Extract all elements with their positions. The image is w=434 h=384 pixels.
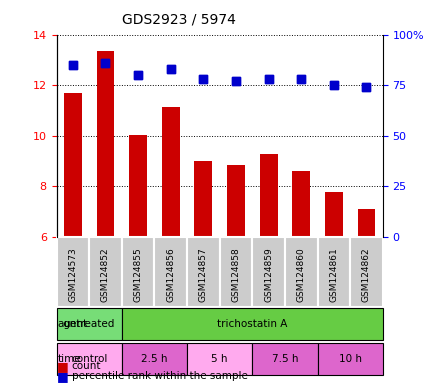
Point	[199, 76, 207, 82]
Text: 5 h: 5 h	[211, 354, 227, 364]
Point	[297, 76, 304, 82]
Text: GSM124855: GSM124855	[133, 248, 142, 302]
Point	[69, 62, 76, 68]
Bar	[292, 171, 309, 237]
Point	[167, 66, 174, 72]
Bar	[194, 161, 212, 237]
FancyBboxPatch shape	[187, 237, 219, 307]
Bar	[259, 154, 277, 237]
Text: agent: agent	[57, 319, 87, 329]
FancyBboxPatch shape	[122, 308, 382, 340]
Text: 7.5 h: 7.5 h	[271, 354, 297, 364]
Bar	[64, 93, 82, 237]
Point	[362, 84, 369, 90]
FancyBboxPatch shape	[252, 237, 284, 307]
Text: GSM124858: GSM124858	[231, 248, 240, 302]
FancyBboxPatch shape	[349, 237, 382, 307]
FancyBboxPatch shape	[317, 343, 382, 374]
Bar	[324, 192, 342, 237]
Point	[135, 72, 141, 78]
Text: untreated: untreated	[63, 319, 115, 329]
Point	[265, 76, 272, 82]
Text: GSM124857: GSM124857	[198, 248, 207, 302]
Text: GSM124859: GSM124859	[263, 248, 273, 302]
FancyBboxPatch shape	[317, 237, 349, 307]
FancyBboxPatch shape	[56, 237, 89, 307]
Text: 2.5 h: 2.5 h	[141, 354, 167, 364]
FancyBboxPatch shape	[56, 343, 122, 374]
Point	[69, 62, 76, 68]
Point	[232, 78, 239, 84]
Point	[362, 84, 369, 90]
Text: GSM124856: GSM124856	[166, 248, 175, 302]
Text: ■: ■	[56, 360, 68, 373]
FancyBboxPatch shape	[56, 308, 122, 340]
FancyBboxPatch shape	[89, 237, 122, 307]
FancyBboxPatch shape	[219, 237, 252, 307]
Bar	[161, 107, 179, 237]
FancyBboxPatch shape	[122, 343, 187, 374]
Text: GDS2923 / 5974: GDS2923 / 5974	[122, 13, 235, 27]
Text: trichostatin A: trichostatin A	[217, 319, 287, 329]
Point	[167, 66, 174, 72]
Point	[330, 82, 337, 88]
Text: GSM124861: GSM124861	[329, 248, 338, 302]
Point	[199, 76, 207, 82]
Point	[330, 82, 337, 88]
Bar	[357, 209, 375, 237]
Text: GSM124862: GSM124862	[361, 248, 370, 302]
FancyBboxPatch shape	[154, 237, 187, 307]
Text: time: time	[57, 354, 81, 364]
Text: ■: ■	[56, 370, 68, 383]
FancyBboxPatch shape	[122, 237, 154, 307]
Bar	[227, 165, 244, 237]
Bar	[96, 51, 114, 237]
Bar	[129, 134, 147, 237]
FancyBboxPatch shape	[284, 237, 317, 307]
Text: control: control	[71, 354, 107, 364]
Text: 10 h: 10 h	[338, 354, 361, 364]
Point	[135, 72, 141, 78]
Point	[102, 60, 108, 66]
Point	[265, 76, 272, 82]
Point	[232, 78, 239, 84]
Point	[102, 60, 108, 66]
FancyBboxPatch shape	[252, 343, 317, 374]
Text: GSM124573: GSM124573	[68, 248, 77, 302]
Text: percentile rank within the sample: percentile rank within the sample	[72, 371, 247, 381]
Text: GSM124852: GSM124852	[101, 248, 110, 302]
Text: count: count	[72, 361, 101, 371]
Text: GSM124860: GSM124860	[296, 248, 305, 302]
Point	[297, 76, 304, 82]
FancyBboxPatch shape	[187, 343, 252, 374]
